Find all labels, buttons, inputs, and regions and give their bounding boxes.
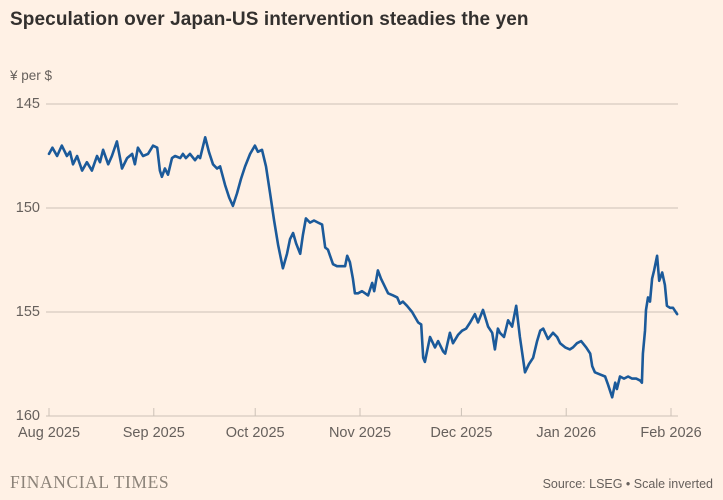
x-tick-label: Nov 2025: [328, 425, 392, 441]
y-tick-label: 155: [15, 304, 40, 320]
x-tick-label: Dec 2025: [430, 425, 493, 441]
gridlines: [46, 103, 678, 417]
y-tick-label: 150: [15, 200, 40, 216]
chart-title: Speculation over Japan-US intervention s…: [10, 9, 529, 30]
x-tick-label: Aug 2025: [17, 425, 81, 441]
x-axis: [48, 408, 672, 416]
x-tick-label: Sep 2025: [122, 425, 185, 441]
yen-line-series: [47, 136, 679, 399]
y-tick-label: 160: [15, 408, 40, 424]
y-tick-label: 145: [15, 96, 40, 112]
source-note: Source: LSEG • Scale inverted: [542, 477, 713, 491]
x-tick-label: Oct 2025: [225, 425, 285, 441]
x-tick-label: Feb 2026: [640, 425, 702, 441]
financial-times-logo: FINANCIAL TIMES: [10, 472, 170, 492]
x-tick-label: Jan 2026: [536, 425, 597, 441]
y-axis-unit-label: ¥ per $: [10, 68, 53, 83]
